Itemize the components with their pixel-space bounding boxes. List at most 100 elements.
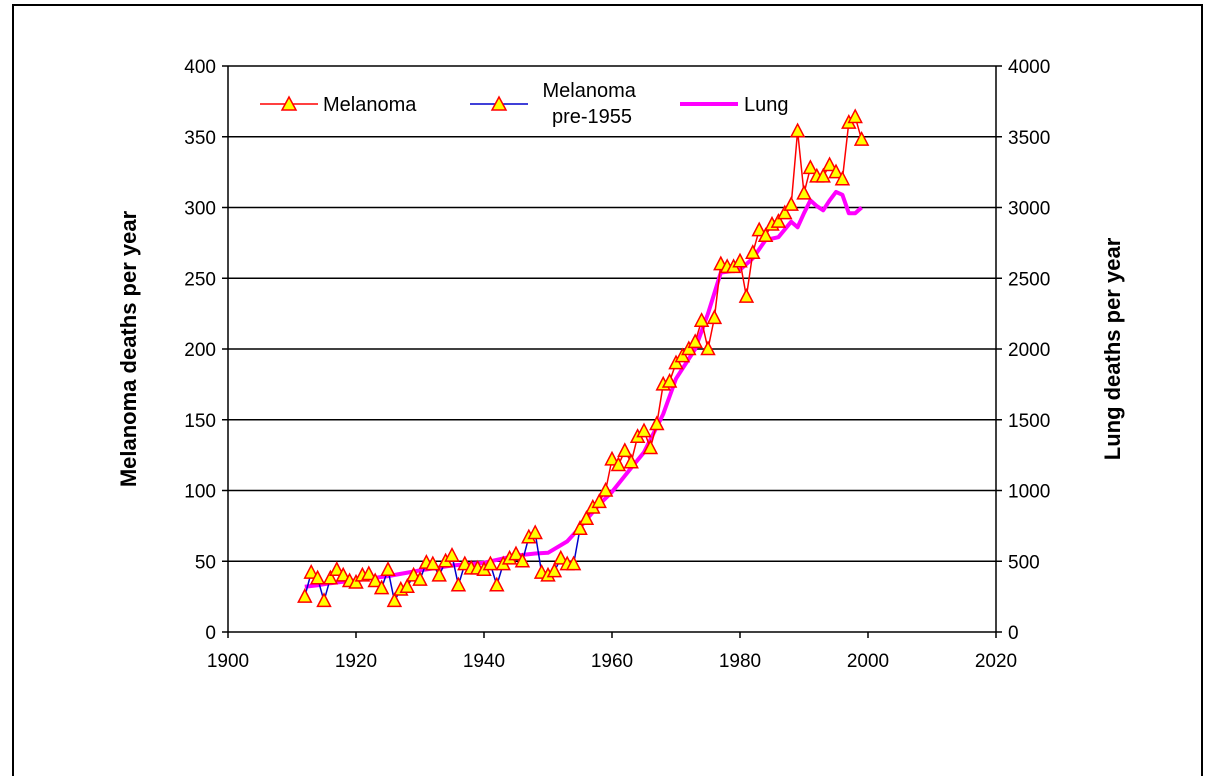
data-point-melanoma <box>610 456 627 472</box>
y-tick-label: 350 <box>184 128 216 149</box>
data-point-melanoma <box>777 204 793 220</box>
data-point-melanoma <box>789 122 806 138</box>
data-point-melanoma-pre1955 <box>303 563 319 579</box>
y2-tick-label: 2000 <box>1008 340 1050 361</box>
data-point-melanoma <box>834 170 851 186</box>
legend-label-melanoma-pre1955: Melanoma pre-1955 <box>543 80 642 128</box>
data-point-melanoma-pre1955 <box>546 562 563 578</box>
data-point-melanoma <box>674 347 691 363</box>
data-point-melanoma-pre1955 <box>514 552 531 568</box>
data-point-melanoma <box>706 309 723 325</box>
data-point-melanoma <box>847 108 863 124</box>
chart-frame <box>12 4 1203 776</box>
data-point-melanoma-pre1955 <box>329 561 345 576</box>
data-point-melanoma <box>649 415 665 431</box>
data-point-melanoma-pre1955 <box>361 565 377 581</box>
data-point-melanoma <box>623 453 639 469</box>
legend-marker-melanoma <box>280 95 298 111</box>
data-point-melanoma-pre1955 <box>297 587 313 603</box>
data-point-melanoma-pre1955 <box>367 572 383 588</box>
data-point-melanoma <box>681 340 697 356</box>
y-tick-label: 0 <box>205 623 216 644</box>
data-point-melanoma-pre1955 <box>444 546 460 562</box>
data-point-melanoma-pre1955 <box>431 566 447 582</box>
x-tick-label: 1940 <box>463 651 505 672</box>
data-point-melanoma <box>591 493 607 509</box>
data-point-melanoma-pre1955 <box>386 592 403 608</box>
x-tick-label: 1960 <box>591 651 633 672</box>
data-point-melanoma <box>796 184 812 200</box>
y-tick-label: 400 <box>184 57 216 78</box>
data-point-melanoma-pre1955 <box>553 549 569 565</box>
data-point-melanoma <box>693 312 710 327</box>
x-tick-label: 1980 <box>719 651 761 672</box>
series-layer <box>297 108 870 608</box>
data-point-melanoma-pre1955 <box>309 569 326 585</box>
data-point-melanoma-pre1955 <box>335 566 351 582</box>
data-point-melanoma-pre1955 <box>489 576 505 592</box>
grid-layer <box>228 65 996 562</box>
y2-tick-label: 1000 <box>1008 482 1050 503</box>
y-tick-label: 50 <box>195 552 216 573</box>
data-point-melanoma <box>770 213 787 228</box>
data-point-melanoma-pre1955 <box>425 555 441 571</box>
data-point-melanoma <box>572 520 588 535</box>
y2-tick-label: 4000 <box>1008 57 1050 78</box>
data-point-melanoma-pre1955 <box>565 555 582 571</box>
y2-tick-label: 1500 <box>1008 411 1050 432</box>
data-point-melanoma <box>700 340 716 356</box>
data-point-melanoma <box>853 130 870 146</box>
data-point-melanoma-pre1955 <box>348 573 364 589</box>
y-tick-label: 300 <box>184 199 216 220</box>
data-point-melanoma <box>732 252 748 268</box>
x-tick-label: 1920 <box>335 651 377 672</box>
data-point-melanoma <box>578 510 595 526</box>
x-tick-label: 1900 <box>207 651 249 672</box>
y-tick-label: 100 <box>184 482 216 503</box>
data-point-melanoma <box>802 159 819 175</box>
data-point-melanoma-pre1955 <box>322 569 339 585</box>
data-point-melanoma-pre1955 <box>399 578 415 593</box>
x-tick-label: 2020 <box>975 651 1017 672</box>
data-point-melanoma-pre1955 <box>482 555 499 571</box>
x-tick-label: 2000 <box>847 651 889 672</box>
legend-marker-melanoma-pre1955 <box>490 95 508 111</box>
data-point-melanoma <box>783 196 799 211</box>
data-point-melanoma <box>745 244 761 260</box>
data-point-melanoma <box>828 163 844 179</box>
data-point-melanoma <box>597 481 614 497</box>
data-point-melanoma <box>617 442 633 458</box>
data-point-melanoma <box>821 156 838 172</box>
y-tick-label: 200 <box>184 340 216 361</box>
data-point-melanoma <box>815 167 831 183</box>
axes-layer: 0501001502002503003504000500100015002000… <box>184 57 1050 672</box>
y2-tick-label: 0 <box>1008 623 1019 644</box>
y-tick-label: 150 <box>184 411 216 432</box>
y2-tick-label: 500 <box>1008 552 1040 573</box>
y-axis-title: Melanoma deaths per year <box>116 210 141 487</box>
data-point-melanoma-pre1955 <box>450 576 467 592</box>
data-point-melanoma <box>604 450 620 466</box>
data-point-melanoma-pre1955 <box>527 524 543 540</box>
data-point-melanoma <box>668 354 684 370</box>
legend-label-lung: Lung <box>744 94 789 116</box>
data-point-melanoma <box>661 372 678 388</box>
data-point-melanoma <box>636 422 652 438</box>
data-point-melanoma <box>757 227 774 243</box>
data-point-melanoma <box>642 439 659 455</box>
data-point-melanoma-pre1955 <box>412 571 428 586</box>
data-point-melanoma-pre1955 <box>380 561 396 576</box>
data-point-melanoma-pre1955 <box>316 592 332 608</box>
data-point-melanoma <box>687 333 703 349</box>
y2-tick-label: 3000 <box>1008 199 1050 220</box>
y2-tick-label: 3500 <box>1008 128 1050 149</box>
legend-label-melanoma: Melanoma <box>323 94 417 116</box>
data-point-melanoma <box>751 221 767 237</box>
data-point-melanoma-pre1955 <box>373 579 390 595</box>
y2-axis-title: Lung deaths per year <box>1100 237 1125 460</box>
data-point-melanoma <box>738 288 755 303</box>
data-point-melanoma-pre1955 <box>508 545 524 561</box>
legend: Melanoma Melanoma pre-1955 Lung <box>260 80 789 128</box>
y-tick-label: 250 <box>184 269 216 290</box>
